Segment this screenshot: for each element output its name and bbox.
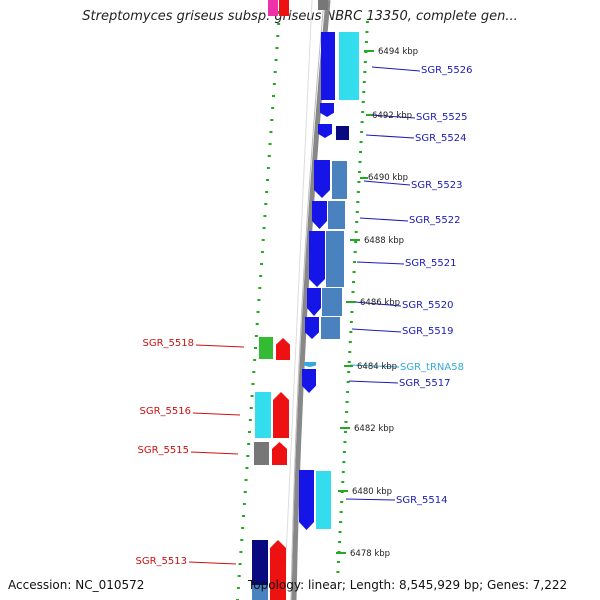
inner-guide-line [283, 0, 313, 600]
kbp-label: 6480 kbp [352, 487, 392, 497]
leader-line [359, 217, 409, 222]
map-title: Streptomyces griseus subsp. griseus NBRC… [82, 9, 518, 24]
gene-sgr-5520[interactable] [307, 288, 321, 316]
leader-line [354, 301, 402, 307]
gene-sgr-5515[interactable] [272, 442, 287, 465]
gene-label-sgr-trna58[interactable]: SGR_tRNA58 [400, 362, 464, 373]
gene-sgr-5523[interactable] [314, 160, 330, 198]
gene-label-sgr-5516[interactable]: SGR_5516 [140, 406, 192, 417]
leader-line [369, 114, 416, 119]
cds-sgr-5513-lower[interactable] [252, 585, 268, 600]
gene-sgr-5526[interactable] [321, 32, 335, 100]
kbp-label: 6494 kbp [378, 47, 418, 57]
genome-summary-text: Topology: linear; Length: 8,545,929 bp; … [248, 578, 568, 592]
gene-sgr-5517[interactable] [302, 369, 316, 393]
gene-sgr-5518[interactable] [276, 338, 290, 360]
gene-label-sgr-5519[interactable]: SGR_5519 [402, 326, 454, 337]
gene-sgr-trna58[interactable] [304, 362, 316, 367]
gene-sgr-5524[interactable] [318, 124, 332, 138]
accession-text: Accession: NC_010572 [8, 578, 145, 592]
gene-feature[interactable] [279, 0, 289, 16]
cds-sgr-5516[interactable] [255, 392, 271, 438]
gene-feature[interactable] [318, 0, 328, 10]
kbp-label: 6484 kbp [357, 362, 397, 372]
leader-line [363, 180, 411, 186]
leader-line [192, 412, 241, 416]
cds-sgr-5515[interactable] [254, 442, 269, 465]
gene-label-sgr-5518[interactable]: SGR_5518 [143, 338, 195, 349]
gene-feature[interactable] [268, 0, 278, 16]
gene-label-sgr-5513[interactable]: SGR_5513 [136, 556, 188, 567]
gene-sgr-5513[interactable] [270, 540, 286, 600]
leader-line [188, 561, 237, 565]
leader-line [365, 134, 415, 139]
cds-sgr-5522[interactable] [328, 201, 345, 229]
leader-line [356, 261, 405, 265]
genome-backbone [283, 0, 331, 600]
backbone-edge [290, 0, 325, 600]
kbp-label: 6490 kbp [368, 173, 408, 183]
gene-label-sgr-5523[interactable]: SGR_5523 [411, 180, 463, 191]
gene-label-sgr-5520[interactable]: SGR_5520 [402, 300, 454, 311]
gene-label-sgr-5517[interactable]: SGR_5517 [399, 378, 451, 389]
leader-line [190, 451, 239, 455]
gene-label-sgr-5515[interactable]: SGR_5515 [138, 445, 190, 456]
gene-label-sgr-5524[interactable]: SGR_5524 [415, 133, 467, 144]
gene-label-sgr-5526[interactable]: SGR_5526 [421, 65, 473, 76]
gene-sgr-5522[interactable] [312, 201, 327, 229]
leader-line [371, 66, 421, 72]
cds-sgr-5520[interactable] [322, 288, 342, 316]
cds-sgr-5518[interactable] [259, 337, 273, 359]
kbp-label: 6492 kbp [372, 111, 412, 121]
gene-sgr-5516[interactable] [273, 392, 289, 438]
gene-sgr-5514[interactable] [299, 470, 314, 530]
gene-features[interactable] [252, 0, 359, 600]
gene-label-sgr-5514[interactable]: SGR_5514 [396, 495, 448, 506]
gene-label-sgr-5525[interactable]: SGR_5525 [416, 112, 468, 123]
leader-line [195, 344, 245, 348]
gene-label-sgr-5522[interactable]: SGR_5522 [409, 215, 461, 226]
gene-sgr-5519[interactable] [305, 317, 319, 339]
kbp-label: 6482 kbp [354, 424, 394, 434]
cds-sgr-5519[interactable] [321, 317, 340, 339]
outer-tick-marks [236, 11, 369, 600]
gene-labels[interactable]: SGR_5526 SGR_5525 SGR_5524 SGR_5523 SGR_5522… [136, 47, 473, 567]
leader-line [349, 364, 400, 368]
gene-sgr-5525[interactable] [320, 103, 334, 117]
cds-sgr-5523[interactable] [332, 161, 347, 199]
kbp-label: 6478 kbp [350, 549, 390, 559]
leader-line [351, 328, 402, 333]
cds-sgr-5524[interactable] [336, 126, 349, 140]
gene-label-sgr-5521[interactable]: SGR_5521 [405, 258, 457, 269]
cds-sgr-5521[interactable] [326, 231, 344, 287]
cds-sgr-5526[interactable] [339, 32, 359, 100]
kbp-label: 6488 kbp [364, 236, 404, 246]
leader-line [348, 380, 399, 384]
kbp-label: 6486 kbp [360, 298, 400, 308]
leader-line [345, 498, 396, 501]
backbone-line [291, 0, 331, 600]
cds-sgr-5514[interactable] [316, 471, 331, 529]
gene-sgr-5521[interactable] [309, 231, 325, 287]
label-leader-lines [188, 50, 421, 565]
